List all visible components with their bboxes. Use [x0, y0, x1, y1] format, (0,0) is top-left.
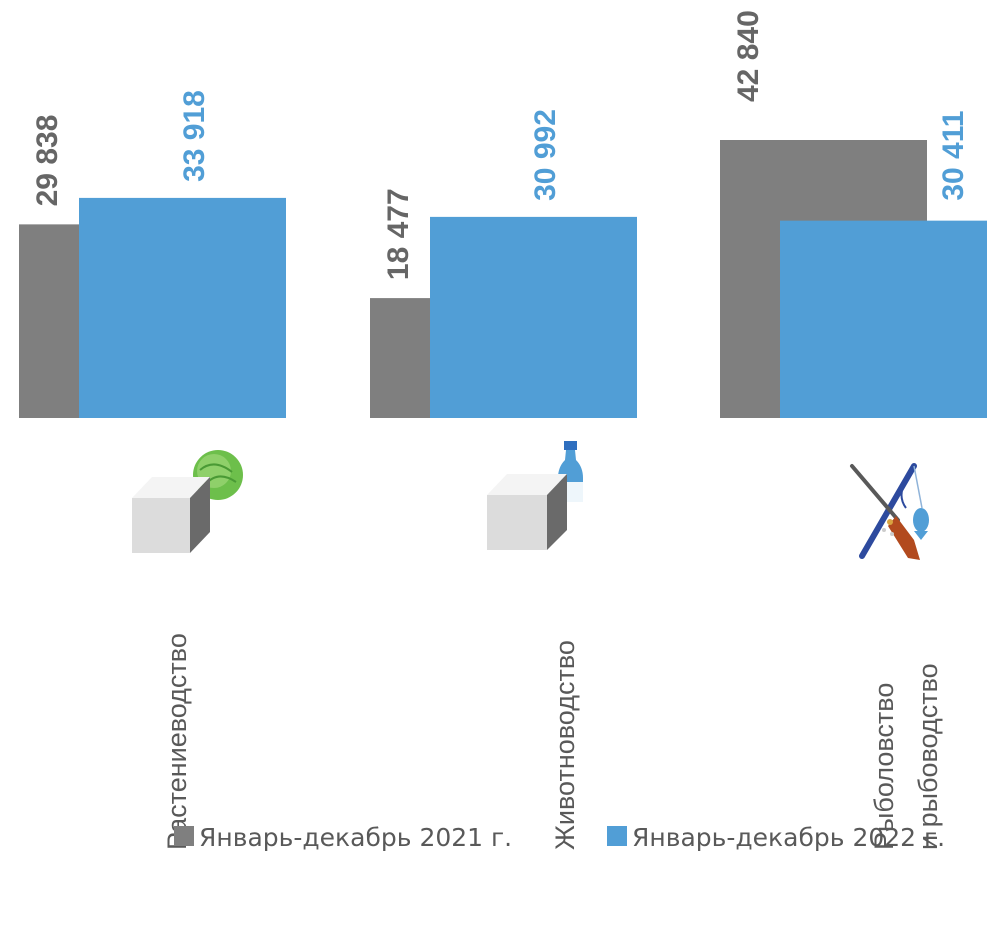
cube-with-cabbage-icon: [132, 450, 243, 553]
bar-2022-2: [430, 216, 637, 418]
fishing-rod-and-rifle-icon: [850, 463, 929, 560]
cube-with-milk-bottle-icon: [487, 441, 583, 550]
category-label-2: Животноводство: [550, 640, 580, 850]
legend: Январь-декабрь 2021 г. Январь-декабрь 20…: [174, 823, 945, 852]
value-label-2022-2: 30 992: [529, 109, 562, 201]
value-label-2021-1: 29 838: [31, 115, 64, 207]
value-label-2022-1: 33 918: [178, 90, 211, 182]
category-labels-layer: Растениеводство Животноводство Рыболовство…: [162, 633, 943, 850]
legend-swatch-2021: [174, 826, 194, 846]
legend-swatch-2022: [607, 826, 627, 846]
bars-layer: [19, 140, 987, 418]
category-label-1: Растениеводство: [162, 633, 192, 850]
value-labels-layer: 29 838 33 918 18 477 30 992 42 840 30 411: [31, 10, 970, 280]
value-label-2021-3: 42 840: [732, 10, 765, 102]
bar-2022-1: [79, 197, 286, 418]
legend-label-2021: Январь-декабрь 2021 г.: [199, 823, 512, 852]
category-label-3-line-1: Рыболовство: [869, 683, 899, 850]
value-label-2022-3: 30 411: [937, 111, 970, 201]
legend-label-2022: Январь-декабрь 2022 г.: [632, 823, 945, 852]
bar-2022-3: [780, 220, 987, 418]
value-label-2021-2: 18 477: [382, 188, 415, 280]
category-label-3-line-2: и рыбоводство: [913, 663, 943, 850]
